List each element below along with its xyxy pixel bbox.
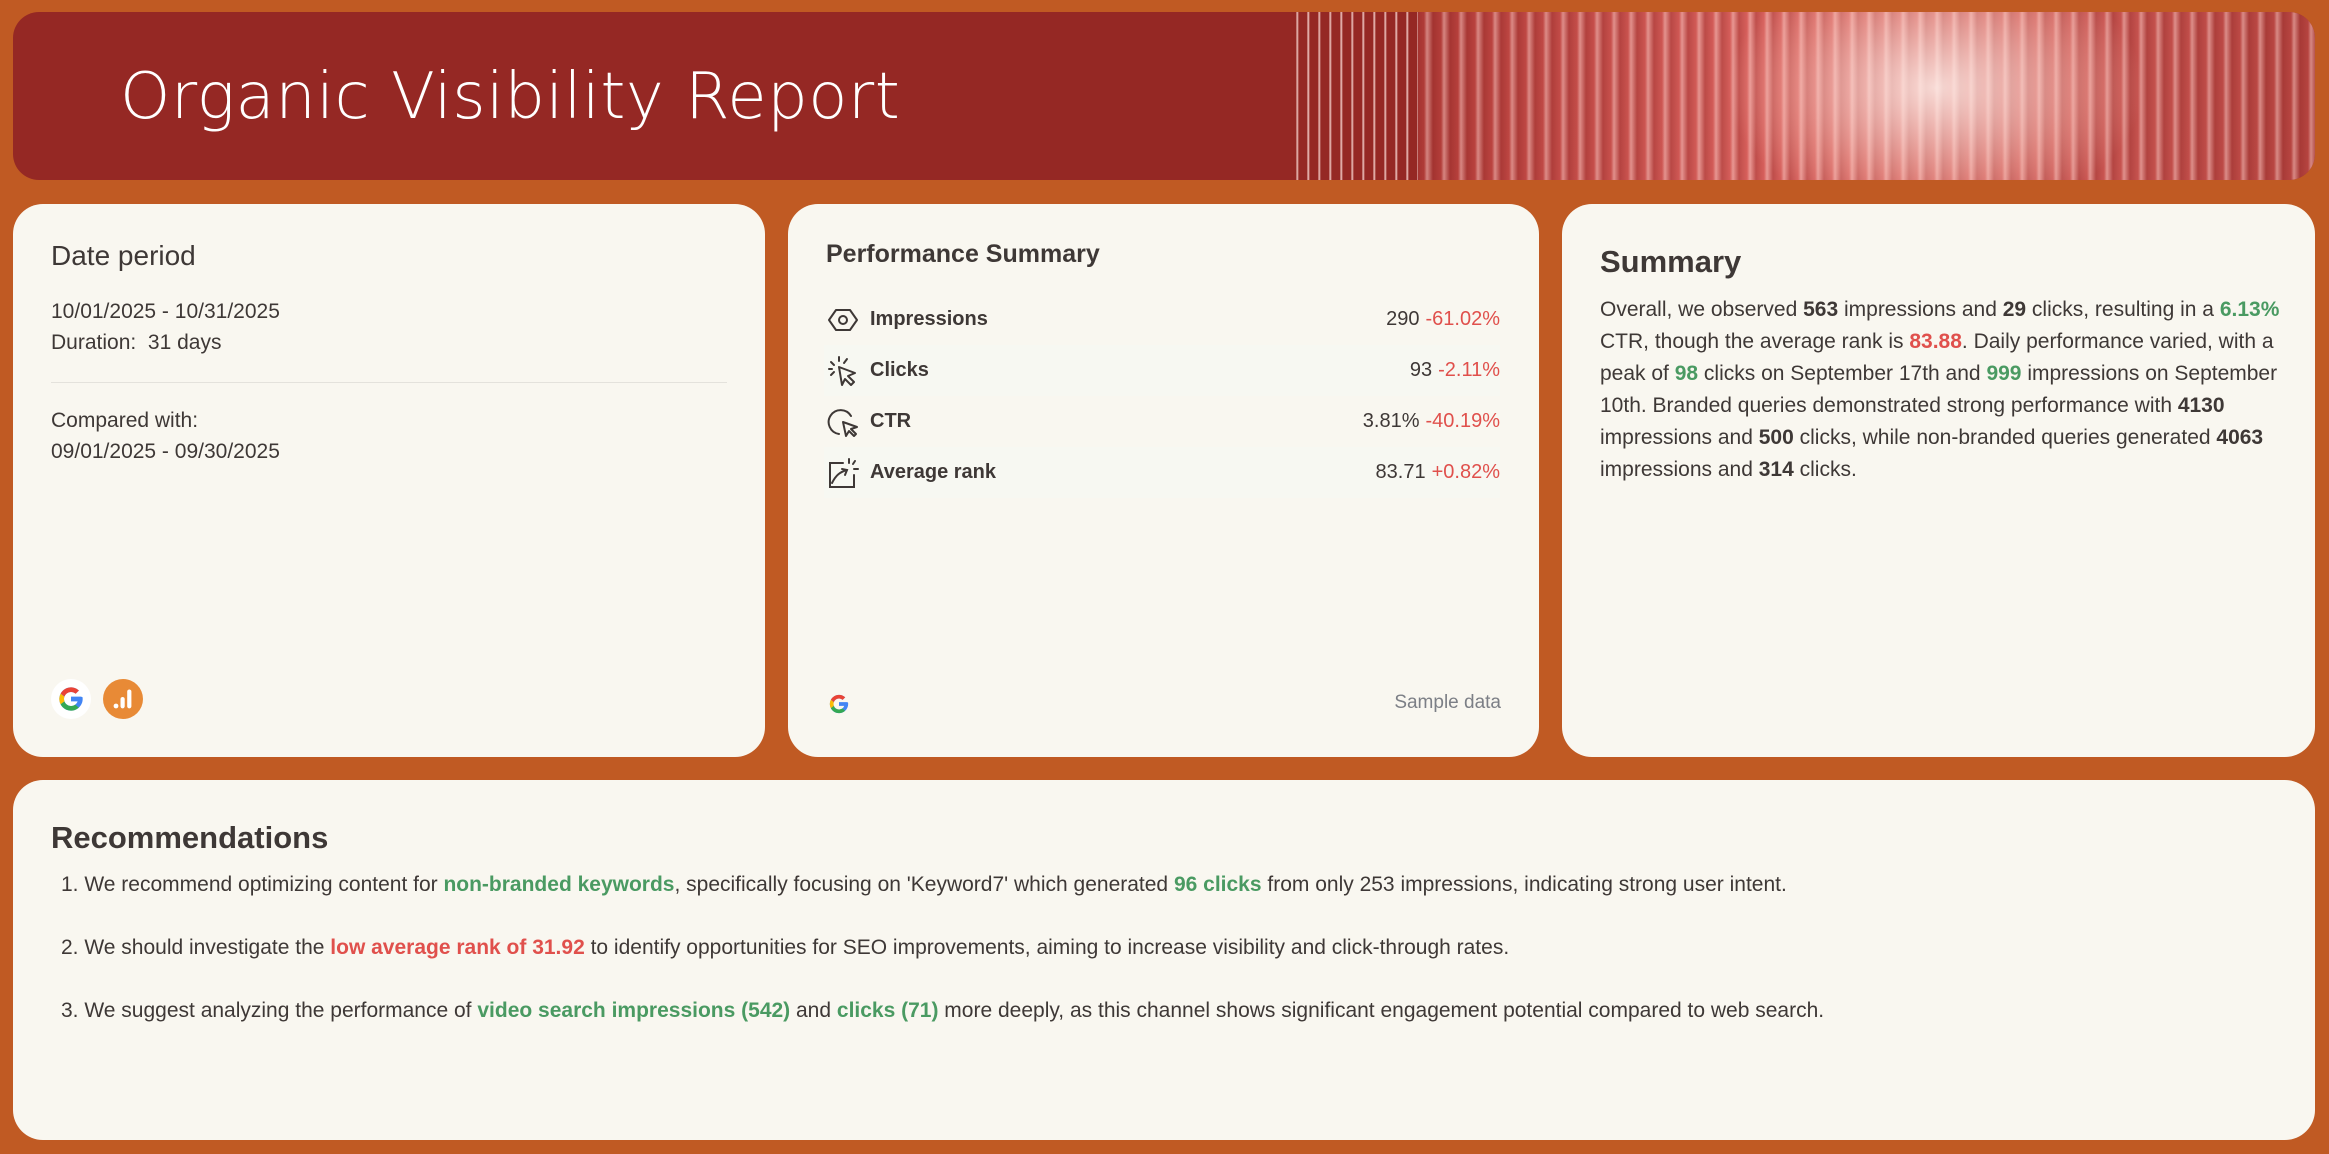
duration: Duration: 31 days xyxy=(51,331,221,355)
text-segment: clicks, while non-branded queries genera… xyxy=(1793,426,2217,449)
text-segment: 1. We recommend optimizing content for xyxy=(61,873,444,896)
highlighted-text: 98 xyxy=(1674,362,1699,385)
google-icon xyxy=(826,691,852,717)
metric-value: 83.71 xyxy=(1375,461,1426,483)
header-decorative-image xyxy=(1288,12,2315,180)
highlighted-text: 4130 xyxy=(2177,394,2225,417)
highlighted-text: 83.88 xyxy=(1909,330,1962,353)
page-title: Organic Visibility Report xyxy=(120,60,901,134)
metric-label: Clicks xyxy=(870,359,929,381)
date-period-card: Date period 10/01/2025 - 10/31/2025 Dura… xyxy=(13,204,765,757)
text-segment: and xyxy=(790,999,837,1022)
text-segment: , specifically focusing on 'Keyword7' wh… xyxy=(674,873,1174,896)
highlighted-text: 96 clicks xyxy=(1173,873,1262,896)
divider xyxy=(51,382,727,383)
google-icon xyxy=(51,679,91,719)
google-analytics-icon xyxy=(103,679,143,719)
text-segment: impressions and xyxy=(1600,458,1759,481)
text-segment: clicks on September 17th and xyxy=(1698,362,1987,385)
highlighted-text: 563 xyxy=(1803,298,1839,321)
metric-change: -40.19% xyxy=(1425,410,1501,432)
text-segment: 2. We should investigate the xyxy=(61,936,331,959)
duration-value: 31 days xyxy=(147,331,222,354)
summary-title: Summary xyxy=(1600,244,1742,279)
summary-text: Overall, we observed 563 impressions and… xyxy=(1600,294,2280,486)
text-segment: impressions and xyxy=(1838,298,2003,321)
metric-row-ctr: CTR 3.81% -40.19% xyxy=(824,396,1500,447)
duration-label: Duration: xyxy=(51,331,137,354)
text-segment: Overall, we observed xyxy=(1600,298,1804,321)
metric-row-clicks: Clicks 93 -2.11% xyxy=(824,345,1500,396)
compared-range: 09/01/2025 - 09/30/2025 xyxy=(51,440,280,463)
text-segment: clicks. xyxy=(1793,458,1857,481)
highlighted-text: low average rank of 31.92 xyxy=(330,936,585,959)
text-segment: 3. We suggest analyzing the performance … xyxy=(61,999,478,1022)
sample-data-note: Sample data xyxy=(1394,692,1501,713)
highlighted-text: 29 xyxy=(2002,298,2027,321)
report-header: Organic Visibility Report xyxy=(13,12,2315,180)
recommendations-title: Recommendations xyxy=(51,820,329,855)
text-segment: more deeply, as this channel shows signi… xyxy=(938,999,1825,1022)
metric-change: -2.11% xyxy=(1438,359,1500,381)
metric-change: +0.82% xyxy=(1431,461,1500,483)
highlighted-text: 999 xyxy=(1986,362,2022,385)
text-segment: impressions on September 10th. Branded q… xyxy=(1600,362,2278,417)
compared-label: Compared with: xyxy=(51,409,199,432)
metric-value: 93 xyxy=(1409,359,1433,381)
highlighted-text: 4063 xyxy=(2216,426,2264,449)
eye-icon xyxy=(826,303,860,337)
metric-label: Average rank xyxy=(870,461,996,483)
text-segment: CTR, though the average rank is xyxy=(1600,330,1910,353)
metric-value: 3.81% xyxy=(1362,410,1420,432)
metric-value: 290 xyxy=(1386,308,1420,330)
recommendations-list: 1. We recommend optimizing content for n… xyxy=(51,870,2275,1059)
data-sources xyxy=(51,679,143,719)
performance-summary-card: Performance Summary Impressions 290 -61.… xyxy=(788,204,1539,757)
highlighted-text: clicks (71) xyxy=(836,999,939,1022)
metric-row-average-rank: Average rank 83.71 +0.82% xyxy=(824,447,1500,498)
summary-card: Summary Overall, we observed 563 impress… xyxy=(1562,204,2315,757)
text-segment: to identify opportunities for SEO improv… xyxy=(584,936,1510,959)
metric-label: Impressions xyxy=(870,308,988,330)
text-segment: . Daily performance varied, with a peak … xyxy=(1600,330,2274,385)
highlighted-text: video search impressions (542) xyxy=(477,999,791,1022)
highlighted-text: 500 xyxy=(1758,426,1794,449)
metric-row-impressions: Impressions 290 -61.02% xyxy=(824,294,1500,345)
text-segment: clicks, resulting in a xyxy=(2026,298,2220,321)
text-segment: from only 253 impressions, indicating st… xyxy=(1261,873,1787,896)
performance-title: Performance Summary xyxy=(826,240,1100,268)
cursor-click-icon xyxy=(826,354,860,388)
highlighted-text: 6.13% xyxy=(2219,298,2280,321)
text-segment: impressions and xyxy=(1600,426,1759,449)
recommendation-item: 1. We recommend optimizing content for n… xyxy=(51,870,2275,900)
ctr-cursor-icon xyxy=(826,405,860,439)
date-period-title: Date period xyxy=(51,240,196,271)
highlighted-text: 314 xyxy=(1758,458,1794,481)
recommendation-item: 3. We suggest analyzing the performance … xyxy=(51,996,2275,1026)
metric-change: -61.02% xyxy=(1425,308,1501,330)
recommendation-item: 2. We should investigate the low average… xyxy=(51,933,2275,963)
date-range: 10/01/2025 - 10/31/2025 xyxy=(51,300,280,323)
recommendations-card: Recommendations 1. We recommend optimizi… xyxy=(13,780,2315,1140)
metrics-list: Impressions 290 -61.02% Clicks 93 -2.11% xyxy=(824,294,1500,498)
rank-trend-icon xyxy=(826,456,860,490)
metric-label: CTR xyxy=(870,410,912,432)
highlighted-text: non-branded keywords xyxy=(443,873,675,896)
